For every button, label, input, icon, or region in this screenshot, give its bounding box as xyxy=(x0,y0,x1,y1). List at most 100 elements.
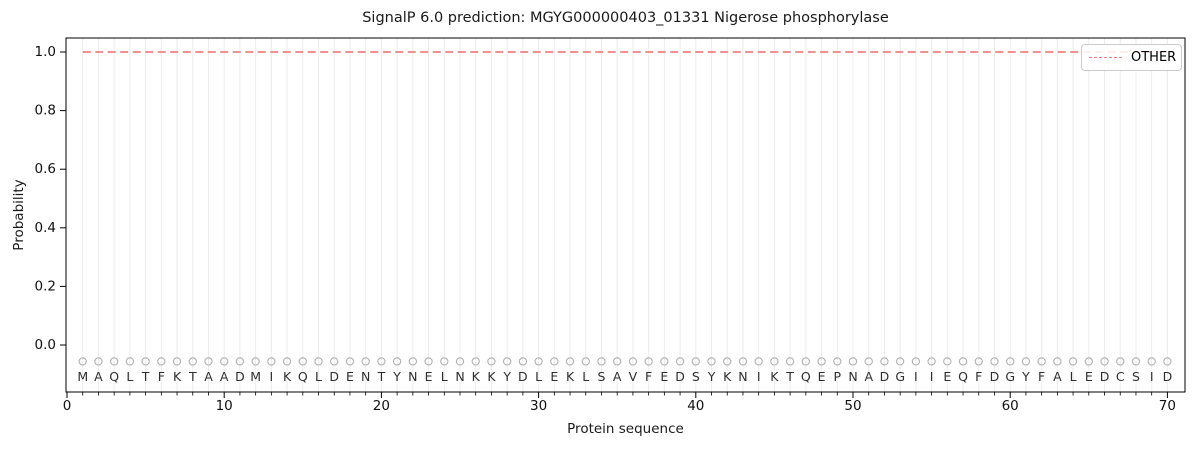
residue-letter: N xyxy=(361,369,370,384)
residue-letter: M xyxy=(77,369,88,384)
residue-marker xyxy=(172,357,182,366)
residue-marker xyxy=(785,357,795,366)
residue-letter: I xyxy=(1150,369,1154,384)
residue-marker xyxy=(1006,357,1015,366)
residue-marker xyxy=(675,357,685,366)
residue-marker xyxy=(817,357,826,366)
residue-marker xyxy=(738,357,748,366)
residue-letter: D xyxy=(235,369,245,384)
residue-letter: A xyxy=(204,369,213,384)
residue-marker xyxy=(943,357,952,366)
residue-letter: L xyxy=(535,369,542,384)
residue-letter: Q xyxy=(801,369,811,384)
residue-letter: P xyxy=(834,369,842,384)
residue-letter: K xyxy=(283,369,292,384)
y-tick-label: 0.4 xyxy=(35,220,56,236)
residue-letter: N xyxy=(455,369,464,384)
residue-letter: G xyxy=(1005,369,1015,384)
residue-marker xyxy=(990,357,999,366)
x-tick-label: 50 xyxy=(844,398,861,414)
residue-letter: Q xyxy=(298,369,308,384)
residue-letter: F xyxy=(645,369,652,384)
residue-marker xyxy=(1084,357,1093,366)
residue-letter: D xyxy=(880,369,890,384)
legend: OTHER xyxy=(1081,44,1182,71)
residue-letter: L xyxy=(582,369,589,384)
residue-marker xyxy=(377,357,386,366)
y-tick-label: 1.0 xyxy=(35,44,56,60)
residue-letter: N xyxy=(848,369,857,384)
residue-letter: D xyxy=(1100,369,1110,384)
residue-letter: L xyxy=(315,369,322,384)
y-axis-label: Probability xyxy=(11,179,27,251)
x-tick-label: 10 xyxy=(216,398,233,414)
residue-marker xyxy=(440,357,449,366)
residue-letter: T xyxy=(141,369,150,384)
residue-letter: K xyxy=(173,369,182,384)
residue-letter: Y xyxy=(707,369,716,384)
residue-marker xyxy=(408,357,417,366)
residue-marker xyxy=(330,357,339,366)
residue-letter: Y xyxy=(1021,369,1030,384)
residue-marker xyxy=(848,357,858,366)
x-tick-label: 0 xyxy=(63,398,72,414)
residue-letter: L xyxy=(1070,369,1077,384)
residue-letter: E xyxy=(660,369,668,384)
residue-letter: I xyxy=(270,369,274,384)
residue-marker xyxy=(911,357,921,366)
residue-marker xyxy=(691,357,700,366)
residue-marker xyxy=(613,357,622,366)
residue-letter: L xyxy=(126,369,133,384)
residue-marker xyxy=(298,357,307,366)
residue-marker xyxy=(754,357,763,366)
residue-marker xyxy=(1021,357,1031,366)
residue-letter: G xyxy=(895,369,905,384)
residue-letter: N xyxy=(738,369,747,384)
residue-letter: Y xyxy=(392,369,401,384)
x-tick-label: 20 xyxy=(373,398,390,414)
residue-letter: I xyxy=(914,369,918,384)
residue-marker xyxy=(958,357,968,366)
residue-letter: T xyxy=(377,369,386,384)
residue-marker xyxy=(974,357,983,366)
residue-letter: F xyxy=(158,369,165,384)
residue-marker xyxy=(597,357,606,366)
y-tick-label: 0.0 xyxy=(35,337,56,353)
residue-letter: K xyxy=(472,369,481,384)
residue-marker xyxy=(581,357,590,366)
residue-marker xyxy=(644,357,653,366)
residue-marker xyxy=(157,357,166,366)
residue-marker xyxy=(282,357,292,366)
x-tick-label: 40 xyxy=(687,398,704,414)
residue-letter: C xyxy=(1116,369,1125,384)
residue-letter: A xyxy=(864,369,873,384)
dashed-line-legend-icon xyxy=(1089,57,1122,58)
residue-marker xyxy=(220,357,229,366)
residue-marker xyxy=(94,357,103,366)
residue-marker xyxy=(896,357,905,366)
residue-letter: Q xyxy=(958,369,968,384)
residue-letter: A xyxy=(220,369,229,384)
residue-marker xyxy=(707,357,716,366)
residue-marker xyxy=(110,357,119,366)
residue-letter: L xyxy=(441,369,448,384)
residue-marker xyxy=(770,357,779,366)
residue-letter: A xyxy=(613,369,622,384)
plot-border xyxy=(65,37,1186,393)
residue-marker xyxy=(188,357,197,366)
residue-letter: S xyxy=(1132,369,1140,384)
residue-marker xyxy=(78,357,87,366)
residue-letter: S xyxy=(598,369,606,384)
residue-marker xyxy=(455,357,465,366)
x-axis-label: Protein sequence xyxy=(567,421,684,437)
residue-marker xyxy=(392,357,402,366)
residue-marker xyxy=(565,357,575,366)
residue-letter: E xyxy=(1085,369,1093,384)
residue-letter: E xyxy=(818,369,826,384)
residue-marker xyxy=(503,357,512,366)
residue-marker xyxy=(518,357,528,366)
residue-marker xyxy=(345,357,355,366)
residue-marker xyxy=(361,357,370,366)
